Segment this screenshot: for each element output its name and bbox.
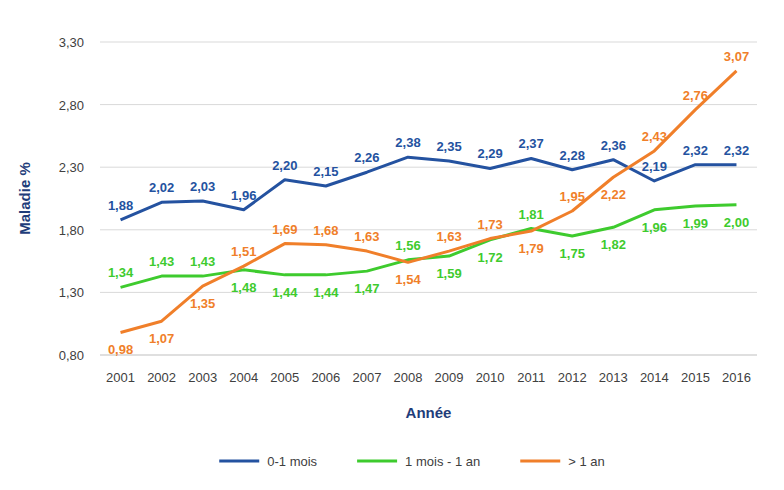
- legend-swatch: [357, 460, 397, 463]
- data-label: 1,82: [601, 237, 626, 252]
- x-tick-label: 2001: [106, 370, 135, 385]
- data-label: 1,43: [149, 254, 174, 269]
- data-label: 1,96: [642, 220, 667, 235]
- series-lines: [121, 71, 737, 333]
- data-label: 1,44: [313, 285, 339, 300]
- legend-label: 0-1 mois: [267, 454, 317, 469]
- data-label: 1,63: [354, 229, 379, 244]
- data-label: 3,07: [724, 49, 749, 64]
- grid: [100, 42, 757, 292]
- y-tick-label: 3,30: [59, 35, 84, 50]
- series-line: [121, 157, 737, 220]
- data-label: 1,35: [190, 296, 215, 311]
- x-tick-label: 2003: [188, 370, 217, 385]
- legend: 0-1 mois 1 mois - 1 an > 1 an: [219, 454, 605, 469]
- data-label: 1,79: [519, 241, 544, 256]
- series-line: [121, 205, 737, 288]
- x-tick-label: 2008: [394, 370, 423, 385]
- data-label: 1,44: [272, 285, 298, 300]
- data-label: 2,32: [724, 143, 749, 158]
- x-tick-label: 2015: [681, 370, 710, 385]
- x-tick-label: 2007: [352, 370, 381, 385]
- data-label: 1,88: [108, 198, 133, 213]
- x-tick-label: 2013: [599, 370, 628, 385]
- data-label: 2,37: [519, 136, 544, 151]
- data-label: 2,26: [354, 150, 379, 165]
- data-label: 2,38: [395, 135, 420, 150]
- x-tick-label: 2014: [640, 370, 669, 385]
- y-tick-label: 2,30: [59, 160, 84, 175]
- legend-label: 1 mois - 1 an: [405, 454, 480, 469]
- x-tick-label: 2006: [311, 370, 340, 385]
- data-label: 1,54: [395, 272, 421, 287]
- data-labels: 1,88 2,02 2,03 1,96 2,20 2,15 2,26 2,38 2,35 2,29…: [108, 49, 749, 358]
- data-label: 1,34: [108, 265, 134, 280]
- data-label: 2,03: [190, 179, 215, 194]
- data-label: 1,43: [190, 254, 215, 269]
- data-label: 1,48: [231, 280, 256, 295]
- x-tick-label: 2002: [147, 370, 176, 385]
- x-tick-label: 2016: [722, 370, 751, 385]
- data-label: 1,75: [560, 246, 585, 261]
- data-label: 1,56: [395, 238, 420, 253]
- data-label: 1,72: [477, 250, 502, 265]
- x-axis-title: Année: [406, 404, 452, 421]
- data-label: 2,20: [272, 158, 297, 173]
- data-label: 1,07: [149, 331, 174, 346]
- x-tick-label: 2009: [435, 370, 464, 385]
- legend-label: > 1 an: [568, 454, 605, 469]
- data-label: 2,29: [477, 146, 502, 161]
- data-label: 1,95: [560, 189, 585, 204]
- data-label: 1,63: [436, 229, 461, 244]
- data-label: 2,19: [642, 159, 667, 174]
- x-tick-label: 2010: [476, 370, 505, 385]
- data-label: 2,28: [560, 148, 585, 163]
- data-label: 2,02: [149, 180, 174, 195]
- data-label: 1,99: [683, 216, 708, 231]
- data-label: 2,22: [601, 187, 626, 202]
- y-tick-label: 1,80: [59, 223, 84, 238]
- data-label: 1,68: [313, 223, 338, 238]
- data-label: 2,76: [683, 88, 708, 103]
- data-label: 2,00: [724, 215, 749, 230]
- x-axis-line: [100, 355, 757, 356]
- data-label: 2,36: [601, 138, 626, 153]
- series-line: [121, 71, 737, 333]
- legend-swatch: [219, 460, 259, 463]
- data-label: 2,32: [683, 143, 708, 158]
- data-label: 2,43: [642, 129, 667, 144]
- data-label: 1,51: [231, 244, 256, 259]
- legend-swatch: [520, 460, 560, 463]
- data-label: 1,59: [436, 266, 461, 281]
- x-tick-label: 2005: [270, 370, 299, 385]
- data-label: 2,35: [436, 139, 461, 154]
- data-label: 2,15: [313, 164, 338, 179]
- grid-line: [100, 104, 757, 105]
- grid-line: [100, 42, 757, 43]
- data-label: 1,81: [519, 207, 544, 222]
- y-tick-label: 0,80: [59, 348, 84, 363]
- y-tick-label: 1,30: [59, 285, 84, 300]
- x-tick-label: 2004: [229, 370, 258, 385]
- data-label: 1,69: [272, 222, 297, 237]
- data-label: 0,98: [108, 342, 133, 357]
- data-label: 1,47: [354, 281, 379, 296]
- data-label: 1,73: [477, 217, 502, 232]
- y-axis-title: Maladie %: [16, 162, 33, 235]
- y-tick-label: 2,80: [59, 98, 84, 113]
- x-tick-label: 2011: [517, 370, 545, 385]
- data-label: 1,96: [231, 188, 256, 203]
- x-tick-label: 2012: [558, 370, 587, 385]
- grid-line: [100, 292, 757, 293]
